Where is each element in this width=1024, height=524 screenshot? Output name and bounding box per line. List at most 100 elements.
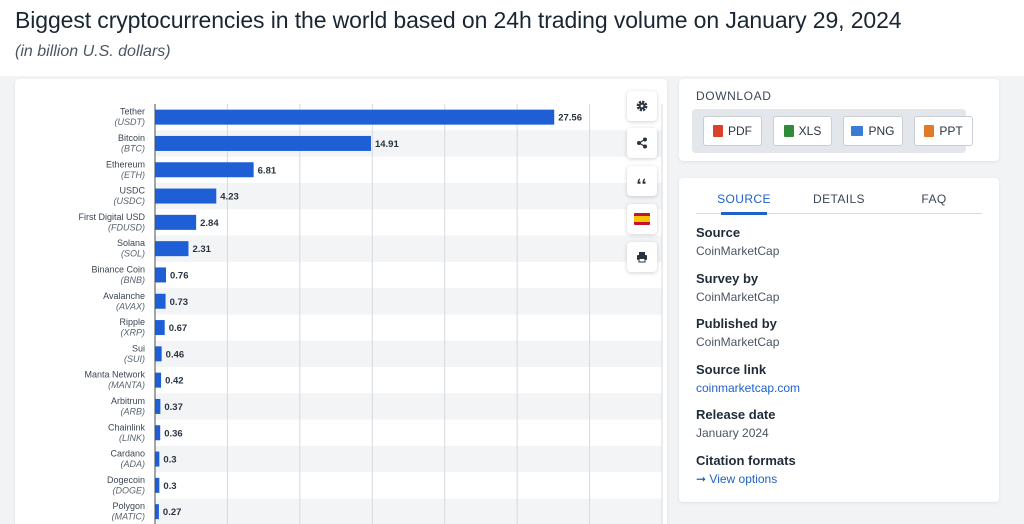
language-button[interactable] [627,204,657,234]
category-label: Ripple [119,317,145,327]
bar [155,293,166,309]
row-stripe [155,445,662,473]
source-link-label: Source link [696,362,767,377]
data-label: 0.3 [163,455,176,466]
bar [155,267,167,283]
share-icon [637,137,647,149]
share-button[interactable] [627,128,657,158]
arrow-right-icon: ➞ [696,472,707,486]
category-ticker: (XRP) [121,328,146,338]
data-label: 0.46 [166,349,185,360]
xls-file-icon [783,125,794,137]
data-label: 0.27 [163,507,182,518]
tab-divider [696,213,982,214]
bar [155,162,254,178]
category-ticker: (USDT) [115,117,146,127]
data-label: 6.81 [258,165,277,176]
flag-spain-icon [634,213,650,225]
category-label: Solana [117,238,145,248]
data-label: 0.73 [170,297,189,308]
download-xls-label: XLS [798,124,822,138]
download-pdf-label: PDF [728,124,752,138]
gear-icon [636,100,648,112]
category-label: Chainlink [108,422,146,432]
data-label: 2.31 [192,244,211,255]
row-stripe [155,340,662,367]
print-button[interactable] [627,242,657,272]
release-date-value: January 2024 [696,426,769,440]
category-label: Manta Network [84,370,145,380]
data-label: 14.91 [375,139,399,150]
bar [155,425,161,441]
view-options-link[interactable]: ➞ View options [696,472,777,486]
category-ticker: (FDUSD) [108,222,145,232]
bar [155,135,371,151]
category-label: USDC [119,186,145,196]
category-label: Sui [132,343,145,353]
category-ticker: (SOL) [121,249,145,259]
category-ticker: (MANTA) [108,380,145,390]
category-label: First Digital USD [78,212,145,222]
category-ticker: (MATIC) [112,512,145,522]
category-ticker: (ADA) [121,459,146,469]
tab-source[interactable]: SOURCE [717,192,771,206]
bar [155,346,162,362]
download-buttons: PDF XLS PNG PPT [692,109,973,153]
bar [155,188,217,204]
category-ticker: (LINK) [119,433,145,443]
published-label: Published by [696,316,777,331]
row-stripe [155,182,662,210]
bar [155,320,165,336]
bar [155,109,555,125]
data-label: 27.56 [558,113,582,124]
download-png-button[interactable]: PNG [843,116,903,146]
data-label: 0.42 [165,376,184,387]
survey-label: Survey by [696,271,759,286]
chart-card: Tether (USDT) 27.56 Bitcoin (BTC) 14.91 Ethere… [15,79,667,524]
row-stripe [155,288,662,315]
view-options-label: View options [709,472,778,486]
tab-faq[interactable]: FAQ [921,192,947,206]
quote-icon [637,178,646,184]
category-label: Polygon [112,501,145,511]
png-file-icon [851,126,864,136]
bar [155,214,197,230]
category-label: Ethereum [106,159,145,169]
data-label: 0.3 [163,481,176,492]
source-card: SOURCE DETAILS FAQ Source CoinMarketCap … [679,178,999,502]
download-xls-button[interactable]: XLS [773,116,832,146]
print-icon [637,252,647,263]
category-ticker: (BTC) [121,143,145,153]
category-ticker: (ETH) [121,170,145,180]
bar [155,504,159,520]
pdf-file-icon [713,125,723,137]
citation-button[interactable] [627,166,657,196]
download-pdf-button[interactable]: PDF [703,116,762,146]
data-label: 0.76 [170,270,189,281]
category-ticker: (SUI) [124,354,145,364]
source-value: CoinMarketCap [696,244,780,258]
category-label: Bitcoin [118,133,145,143]
page-subtitle: (in billion U.S. dollars) [15,43,171,60]
data-label: 2.84 [200,218,219,229]
category-ticker: (DOGE) [113,485,146,495]
row-stripe [155,235,662,262]
published-value: CoinMarketCap [696,335,780,349]
category-label: Binance Coin [91,264,145,274]
download-ppt-button[interactable]: PPT [914,116,973,146]
source-label: Source [696,225,741,240]
download-ppt-label: PPT [939,124,963,138]
row-stripe [155,393,662,420]
data-label: 0.36 [164,428,183,439]
bar [155,241,189,257]
download-card: DOWNLOAD PDF XLS PNG PPT [679,79,999,161]
tab-details[interactable]: DETAILS [813,192,865,206]
category-ticker: (USDC) [114,196,146,206]
data-label: 0.67 [169,323,188,334]
category-label: Tether [120,107,145,117]
source-link[interactable]: coinmarketcap.com [696,381,801,395]
data-label: 4.23 [220,192,239,203]
bar [155,372,162,388]
settings-button[interactable] [627,91,657,121]
category-ticker: (AVAX) [116,301,145,311]
